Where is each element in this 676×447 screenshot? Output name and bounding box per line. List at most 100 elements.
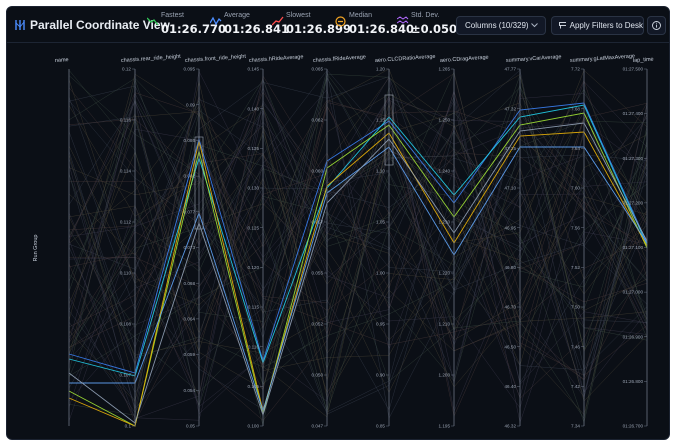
tick-label: 7.42	[571, 384, 580, 389]
run-group-label: Run Group	[33, 235, 39, 262]
tick-label: 0.108	[120, 322, 132, 327]
background-line	[68, 73, 648, 426]
tick-label: 0.073	[184, 245, 196, 250]
tick-label: 0.130	[248, 186, 260, 191]
tick-label: 0.082	[184, 174, 196, 179]
tick-label: 46.80	[505, 265, 517, 270]
background-line	[68, 69, 648, 419]
page-title: Parallel Coordinate View	[30, 18, 170, 32]
tick-label: 46.95	[505, 225, 517, 230]
tick-label: 1.15	[376, 118, 385, 123]
tick-label: 7.34	[571, 424, 580, 429]
background-line	[68, 78, 648, 413]
columns-button[interactable]: Columns (10/329)	[456, 16, 546, 35]
tick-label: 0.112	[120, 220, 132, 225]
std-dev-icon	[397, 16, 409, 24]
tick-label: 1.195	[439, 424, 451, 429]
axis-label: chassis.hRideAverage	[249, 54, 304, 64]
tick-label: 0.135	[248, 146, 260, 151]
tick-label: 01:27.500	[623, 67, 644, 72]
tick-label: 01:27.300	[623, 156, 644, 161]
background-line	[68, 125, 648, 399]
tick-label: 0.05	[186, 424, 195, 429]
background-line	[68, 76, 648, 413]
tick-label: 7.46	[571, 344, 580, 349]
tick-label: 0.047	[312, 424, 324, 429]
background-line	[68, 130, 648, 364]
tick-label: 0.110	[120, 271, 132, 276]
background-line	[68, 73, 648, 416]
background-line	[68, 75, 648, 396]
background-line	[68, 125, 648, 420]
tick-label: 1.20	[376, 67, 385, 72]
background-line	[68, 121, 648, 237]
background-line	[68, 96, 648, 384]
tick-label: 01:26.800	[623, 379, 644, 384]
background-line	[68, 111, 648, 416]
parallel-coordinates-icon	[15, 20, 25, 30]
background-line	[68, 102, 648, 409]
tick-label: 1.220	[439, 271, 451, 276]
axis-label: lap_time	[633, 57, 654, 64]
tick-label: 0.116	[120, 118, 132, 123]
tick-label: 0.062	[312, 118, 324, 123]
background-line	[68, 78, 648, 373]
tick-label: 0.100	[248, 424, 260, 429]
background-line	[68, 77, 648, 390]
tick-label: 47.25	[505, 146, 517, 151]
background-line	[68, 85, 648, 411]
tick-label: 0.115	[248, 305, 260, 310]
background-line	[68, 74, 648, 351]
background-line	[68, 103, 648, 370]
background-line	[68, 117, 648, 386]
tick-label: 0.110	[248, 344, 260, 349]
background-line	[68, 83, 648, 368]
highlighted-line	[69, 146, 648, 413]
tick-label: 0.077	[184, 209, 196, 214]
trend-wave-icon	[210, 16, 222, 26]
tick-label: 46.40	[505, 384, 517, 389]
background-line	[68, 105, 648, 388]
tick-label: 0.1	[125, 424, 132, 429]
background-line	[68, 92, 648, 399]
background-line	[68, 93, 648, 316]
tick-label: 0.068	[184, 281, 196, 286]
tick-label: 7.52	[571, 265, 580, 270]
background-line	[68, 123, 648, 421]
tick-label: 7.50	[571, 305, 580, 310]
highlighted-line	[68, 102, 648, 374]
background-line	[68, 73, 648, 380]
tick-label: 0.120	[248, 265, 260, 270]
app-window: Parallel Coordinate View Fastest 01:26.7…	[6, 6, 670, 440]
axis-label: chassis.fRideAverage	[313, 54, 366, 64]
axis-label: summary.gLatMaxAverage	[570, 53, 635, 64]
background-line	[68, 111, 648, 371]
tick-label: 01:27.400	[623, 111, 644, 116]
background-line	[68, 104, 648, 381]
tick-label: 1.240	[439, 169, 451, 174]
background-line	[68, 73, 648, 322]
trend-down-icon	[147, 17, 159, 26]
tick-label: 1.05	[376, 220, 385, 225]
tick-label: 0.107	[120, 373, 132, 378]
tick-label: 1.00	[376, 271, 385, 276]
axis-label: aero.CDragAverage	[440, 55, 489, 64]
tick-label: 01:26.900	[623, 334, 644, 339]
median-icon	[335, 16, 346, 27]
chevron-down-icon	[531, 23, 538, 28]
tick-label: 01:27.100	[623, 245, 644, 250]
info-button[interactable]	[647, 16, 666, 35]
background-line	[68, 89, 648, 419]
background-line	[68, 86, 648, 387]
tick-label: 7.68	[571, 106, 580, 111]
tick-label: 46.70	[505, 305, 517, 310]
apply-filters-button[interactable]: Apply Filters to Desk	[551, 16, 644, 35]
tick-label: 1.210	[439, 322, 451, 327]
background-line	[68, 77, 648, 377]
tick-label: 1.10	[376, 169, 385, 174]
highlighted-line	[68, 112, 648, 427]
parallel-coordinates-chart[interactable]: Run Group name chassis.rear_ride_height 0.1…	[7, 43, 670, 440]
background-line	[68, 76, 648, 371]
tick-label: 0.85	[376, 424, 385, 429]
tick-label: 01:26.700	[623, 424, 644, 429]
